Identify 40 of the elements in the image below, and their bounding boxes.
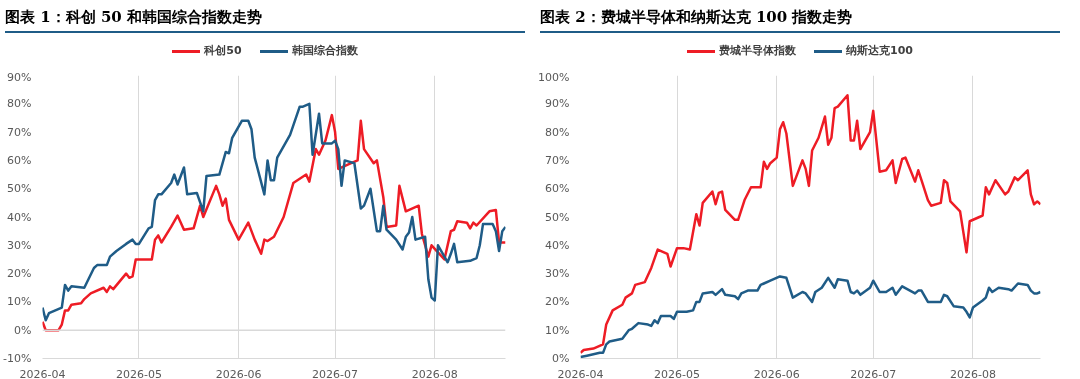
- y-tick-label: 30%: [7, 238, 32, 252]
- line-series: [580, 275, 1041, 359]
- x-tick-label: 2026-06: [753, 367, 800, 379]
- y-tick-label: 30%: [545, 267, 570, 281]
- x-tick-label: 2026-04: [19, 367, 66, 379]
- chart-title: 图表 1：科创 50 和韩国综合指数走势: [5, 7, 262, 28]
- y-tick-label: 60%: [545, 182, 570, 196]
- y-tick-label: 80%: [545, 125, 570, 139]
- x-tick-label: 2026-08: [411, 367, 458, 379]
- y-tick-label: 100%: [538, 70, 570, 84]
- y-tick-label: 70%: [7, 125, 32, 139]
- x-tick-label: 2026-06: [215, 367, 262, 379]
- y-tick-label: 70%: [545, 153, 570, 167]
- x-tick-label: 2026-08: [949, 367, 996, 379]
- y-tick-label: 90%: [7, 70, 32, 84]
- y-tick-label: 0%: [552, 352, 570, 365]
- y-tick-label: 0%: [14, 323, 32, 337]
- x-tick-label: 2026-05: [654, 367, 700, 379]
- x-tick-label: 2026-07: [850, 367, 897, 379]
- legend-label: 韩国综合指数: [291, 44, 358, 57]
- y-tick-label: 80%: [7, 97, 32, 111]
- y-tick-label: 90%: [545, 97, 570, 111]
- legend-label: 科创50: [204, 44, 242, 57]
- y-tick-label: 10%: [7, 295, 32, 309]
- y-tick-label: -10%: [3, 352, 32, 365]
- x-tick-label: 2026-04: [557, 367, 604, 379]
- legend-label: 费城半导体指数: [719, 44, 797, 57]
- chart-title: 图表 2：费城半导体和纳斯达克 100 指数走势: [540, 7, 853, 28]
- x-tick-label: 2026-05: [115, 367, 162, 379]
- line-series: [580, 94, 1041, 355]
- x-tick-label: 2026-07: [312, 367, 359, 379]
- y-tick-label: 40%: [7, 210, 32, 224]
- y-tick-label: 60%: [7, 153, 32, 167]
- y-tick-label: 20%: [7, 267, 32, 281]
- y-tick-label: 50%: [7, 182, 32, 196]
- y-tick-label: 40%: [545, 238, 570, 252]
- y-tick-label: 20%: [545, 295, 570, 309]
- y-tick-label: 10%: [545, 323, 570, 337]
- legend-label: 纳斯达克100: [846, 44, 913, 57]
- y-tick-label: 50%: [545, 210, 570, 224]
